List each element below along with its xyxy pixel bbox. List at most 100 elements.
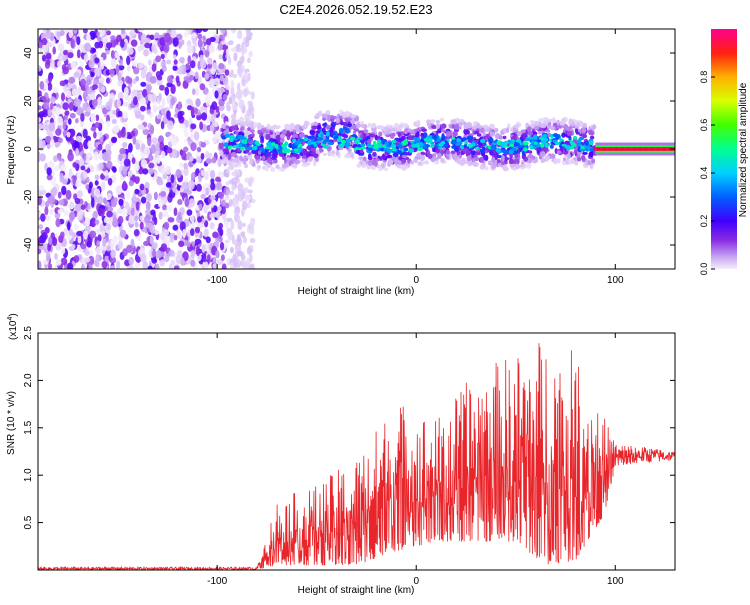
heatmap-cell <box>135 142 140 150</box>
heatmap-cell <box>38 196 42 206</box>
heatmap-cell <box>106 193 112 200</box>
heatmap-cell <box>94 228 102 235</box>
heatmap-cell <box>74 203 82 213</box>
heatmap-cell <box>247 151 252 156</box>
heatmap-cell <box>241 254 246 261</box>
heatmap-cell <box>440 150 445 155</box>
heatmap-cell <box>185 29 189 35</box>
heatmap-cell <box>101 260 108 269</box>
heatmap-cell <box>354 128 360 132</box>
heatmap-cell <box>551 117 556 124</box>
heatmap-cell <box>168 263 173 269</box>
heatmap-cell <box>484 166 489 171</box>
heatmap-cell <box>237 93 241 102</box>
heatmap-cell <box>60 164 67 172</box>
heatmap-cell <box>350 114 357 118</box>
heatmap-cell <box>325 131 330 137</box>
heatmap-cell <box>311 141 317 145</box>
heatmap-cell <box>137 124 145 130</box>
heatmap-cell <box>376 139 382 144</box>
heatmap-cell <box>109 256 117 264</box>
heatmap-cell <box>150 144 157 154</box>
heatmap-cell <box>343 126 348 131</box>
heatmap-cell <box>247 139 252 143</box>
heatmap-cell <box>409 160 415 165</box>
heatmap-cell <box>238 71 243 79</box>
heatmap-cell <box>640 147 646 151</box>
heatmap-cell <box>573 136 578 140</box>
heatmap-cell <box>617 147 622 151</box>
heatmap-cell <box>68 168 73 177</box>
heatmap-cell <box>554 141 560 146</box>
heatmap-cell <box>127 77 133 85</box>
heatmap-cell <box>62 54 67 62</box>
heatmap-cell <box>244 68 250 73</box>
heatmap-cell <box>143 49 149 57</box>
heatmap-cell <box>562 150 569 155</box>
heatmap-cell <box>85 135 92 142</box>
heatmap-cell <box>99 77 105 84</box>
heatmap-cell <box>70 137 75 145</box>
heatmap-cell <box>85 176 90 183</box>
heatmap-cell <box>105 49 110 55</box>
heatmap-cell <box>219 150 224 157</box>
heatmap-cell <box>468 144 473 148</box>
colorbar-gradient <box>711 29 737 269</box>
heatmap-cell <box>49 208 54 215</box>
heatmap-cell <box>574 128 579 134</box>
heatmap-cell <box>212 263 218 269</box>
heatmap-cell <box>566 153 571 160</box>
heatmap-cell <box>223 142 229 148</box>
heatmap-cell <box>85 184 90 190</box>
heatmap-cell <box>82 29 88 34</box>
heatmap-cell <box>197 75 202 86</box>
heatmap-cell <box>207 254 211 262</box>
colorbar-tick-label: 0.8 <box>699 71 709 84</box>
heatmap-cell <box>230 79 235 88</box>
heatmap-cell <box>134 262 140 269</box>
heatmap-cell <box>73 29 78 35</box>
heatmap-cell <box>513 127 517 133</box>
heatmap-cell <box>195 88 200 96</box>
heatmap-cell <box>546 119 551 123</box>
heatmap-cell <box>331 115 336 120</box>
heatmap-cell <box>128 180 134 187</box>
heatmap-cell <box>151 258 158 264</box>
heatmap-cell <box>121 29 125 35</box>
snr-multiplier-exp: 4 <box>7 317 14 321</box>
heatmap-cell <box>158 211 163 220</box>
heatmap-cell <box>241 78 247 87</box>
heatmap-cell <box>315 112 321 117</box>
heatmap-cell <box>38 224 44 230</box>
heatmap-cell <box>479 148 486 154</box>
heatmap-cell <box>111 118 117 124</box>
heatmap-cell <box>179 162 184 168</box>
snr-multiplier: (x104) <box>7 313 19 340</box>
heatmap-cell <box>140 105 146 112</box>
heatmap-cell <box>155 142 161 151</box>
heatmap-cell <box>384 126 390 131</box>
heatmap-cell <box>123 101 129 107</box>
heatmap-cell <box>131 157 136 165</box>
heatmap-cell <box>398 155 403 162</box>
heatmap-cell <box>249 263 255 269</box>
heatmap-cell <box>205 236 211 244</box>
heatmap-cell <box>194 238 202 245</box>
heatmap-cell <box>244 163 249 169</box>
heatmap-cell <box>202 35 207 42</box>
heatmap-cell <box>358 156 364 160</box>
heatmap-cell <box>118 239 123 250</box>
heatmap-cell <box>475 151 481 156</box>
heatmap-cell <box>177 211 182 221</box>
heatmap-cell <box>466 122 472 128</box>
heatmap-cell <box>588 140 594 146</box>
heatmap-cell <box>87 87 93 95</box>
heatmap-cell <box>197 38 203 48</box>
heatmap-cell <box>473 156 480 162</box>
heatmap-cell <box>322 117 326 122</box>
heatmap-cell <box>292 133 299 139</box>
heatmap-cell <box>307 140 312 146</box>
heatmap-cell <box>234 119 241 123</box>
heatmap-cell <box>401 154 408 159</box>
heatmap-cell <box>233 169 238 178</box>
